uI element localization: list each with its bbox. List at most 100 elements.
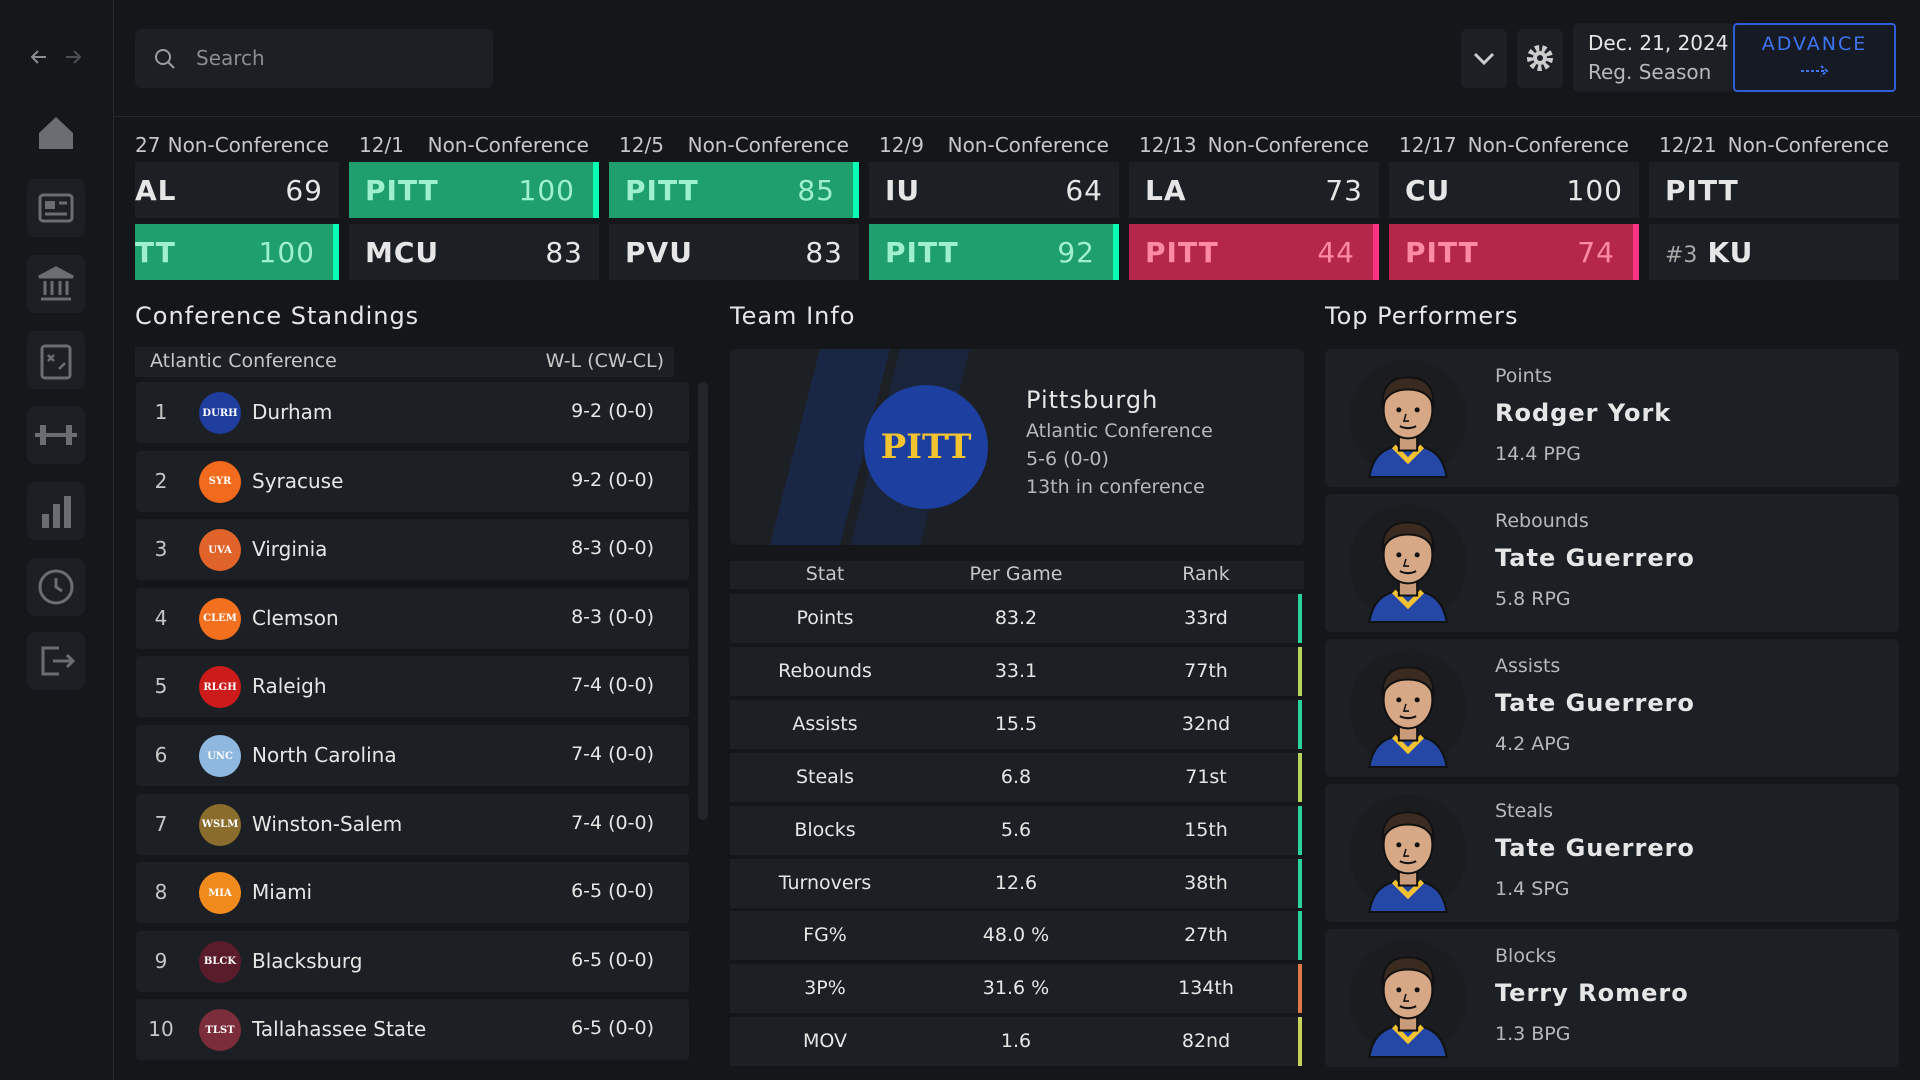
standings-row[interactable]: 1 DURH Durham 9-2 (0-0) xyxy=(136,382,689,443)
performer-card[interactable]: Blocks Terry Romero 1.3 BPG xyxy=(1325,929,1899,1067)
game-type: Non-Conference xyxy=(687,133,849,157)
stat-per-game: 33.1 xyxy=(994,659,1038,682)
performer-stat: 5.8 RPG xyxy=(1495,588,1571,610)
sidebar xyxy=(0,0,114,1080)
standings-row[interactable]: 8 MIA Miami 6-5 (0-0) xyxy=(136,862,689,924)
scrollbar[interactable] xyxy=(698,382,708,820)
team-row: TT 100 xyxy=(135,224,339,280)
rank-indicator xyxy=(1298,752,1302,802)
game-card[interactable]: 12/21 Non-Conference PITT #3 KU xyxy=(1649,132,1899,284)
team-label: PITT xyxy=(885,236,959,269)
date-box: Dec. 21, 2024 Reg. Season xyxy=(1573,23,1733,92)
team-label: PITT xyxy=(365,174,439,207)
stat-per-game: 83.2 xyxy=(994,607,1038,629)
stat-rank: 33rd xyxy=(1184,607,1228,629)
strategy-icon[interactable] xyxy=(27,331,85,389)
team-abbr: PITT xyxy=(885,235,959,269)
standings-row[interactable]: 4 CLEM Clemson 8-3 (0-0) xyxy=(136,587,689,649)
team-label: MCU xyxy=(365,236,439,269)
standings-row[interactable]: 9 BLCK Blacksburg 6-5 (0-0) xyxy=(136,930,689,992)
performer-card[interactable]: Steals Tate Guerrero 1.4 SPG xyxy=(1325,784,1899,922)
team-logo: UNC xyxy=(199,735,241,777)
game-card[interactable]: 12/9 Non-Conference IU 64 PITT 92 xyxy=(869,132,1119,284)
team-name: Virginia xyxy=(252,537,328,562)
game-date: 12/1 xyxy=(359,133,404,157)
news-icon[interactable] xyxy=(27,179,85,237)
search-box[interactable]: Search xyxy=(135,29,493,88)
game-card[interactable]: 27 Non-Conference AL 69 TT 100 xyxy=(135,132,339,284)
team-record: 7-4 (0-0) xyxy=(571,743,654,765)
standing-rank: 5 xyxy=(154,674,168,699)
column-header: Rank xyxy=(1182,563,1230,585)
stat-rank: 38th xyxy=(1184,871,1228,894)
stat-per-game: 1.6 xyxy=(1000,1030,1032,1053)
history-icon[interactable] xyxy=(27,558,85,616)
result-edge xyxy=(853,162,859,218)
team-label: AL xyxy=(135,174,177,207)
team-score: 83 xyxy=(805,235,843,269)
team-abbr: PITT xyxy=(1405,235,1479,269)
performer-card[interactable]: Rebounds Tate Guerrero 5.8 RPG xyxy=(1325,494,1899,632)
stats-icon[interactable] xyxy=(27,482,85,540)
stats-row: Points 83.2 33rd xyxy=(730,594,1302,643)
exit-icon[interactable] xyxy=(27,632,85,690)
rank-indicator xyxy=(1298,964,1302,1014)
game-card[interactable]: 12/5 Non-Conference PITT 85 PVU 83 xyxy=(609,132,859,284)
game-date: 12/5 xyxy=(619,133,664,157)
team-abbr: KU xyxy=(1707,235,1754,269)
team-abbr: PITT xyxy=(1145,235,1219,269)
result-edge xyxy=(593,162,599,218)
team-logo: DURH xyxy=(199,392,241,434)
game-card[interactable]: 12/13 Non-Conference LA 73 PITT 44 xyxy=(1129,132,1379,284)
standings-row[interactable]: 5 RLGH Raleigh 7-4 (0-0) xyxy=(136,656,689,718)
team-record: 9-2 (0-0) xyxy=(571,468,654,491)
performer-name: Tate Guerrero xyxy=(1495,834,1695,862)
team-row: CU 100 xyxy=(1389,162,1639,218)
home-icon[interactable] xyxy=(27,103,85,161)
standings-row[interactable]: 7 WSLM Winston-Salem 7-4 (0-0) xyxy=(136,793,689,855)
result-edge xyxy=(1373,224,1379,280)
team-name: Clemson xyxy=(252,605,339,630)
training-icon[interactable] xyxy=(27,406,85,464)
avatar-image xyxy=(1347,647,1469,769)
nav-arrows xyxy=(30,50,82,64)
conference-name: Atlantic Conference xyxy=(150,350,337,372)
section-title: Top Performers xyxy=(1325,302,1519,330)
stat-name: FG% xyxy=(803,924,847,947)
game-date: 12/17 xyxy=(1399,133,1457,157)
performer-name: Terry Romero xyxy=(1495,979,1689,1007)
game-header: 12/21 Non-Conference xyxy=(1649,132,1899,158)
team-label: PITT xyxy=(1145,236,1219,269)
performer-card[interactable]: Assists Tate Guerrero 4.2 APG xyxy=(1325,639,1899,777)
rank-indicator xyxy=(1298,646,1302,696)
team-row: #3 KU xyxy=(1649,224,1899,280)
stat-per-game: 12.6 xyxy=(994,871,1038,894)
school-icon[interactable] xyxy=(27,255,85,313)
advance-button[interactable]: ADVANCE xyxy=(1733,23,1896,92)
game-header: 12/5 Non-Conference xyxy=(609,132,859,158)
performer-name: Rodger York xyxy=(1495,399,1672,427)
performer-card[interactable]: Points Rodger York 14.4 PPG xyxy=(1325,349,1899,487)
team-record: 6-5 (0-0) xyxy=(571,1017,654,1040)
standings-row[interactable]: 3 UVA Virginia 8-3 (0-0) xyxy=(136,519,689,581)
standings-row[interactable]: 2 SYR Syracuse 9-2 (0-0) xyxy=(136,450,689,512)
team-row: PITT 100 xyxy=(349,162,599,218)
performer-category: Steals xyxy=(1495,800,1554,822)
standings-row[interactable]: 6 UNC North Carolina 7-4 (0-0) xyxy=(136,725,689,786)
stat-per-game: 6.8 xyxy=(1000,765,1032,788)
game-card[interactable]: 12/1 Non-Conference PITT 100 MCU 83 xyxy=(349,132,599,284)
standings-row[interactable]: 10 TLST Tallahassee State 6-5 (0-0) xyxy=(136,999,689,1061)
season-phase: Reg. Season xyxy=(1588,60,1712,84)
team-score: 73 xyxy=(1325,173,1363,207)
standing-rank: 8 xyxy=(154,880,168,905)
stat-name: Assists xyxy=(792,712,858,735)
standing-rank: 2 xyxy=(154,468,168,493)
dropdown-button[interactable] xyxy=(1461,29,1507,88)
team-label: PVU xyxy=(625,236,693,269)
team-row: IU 64 xyxy=(869,162,1119,218)
game-card[interactable]: 12/17 Non-Conference CU 100 PITT 74 xyxy=(1389,132,1639,284)
settings-button[interactable] xyxy=(1517,29,1563,88)
stats-row: Steals 6.8 71st xyxy=(730,752,1302,802)
standing-rank: 1 xyxy=(154,400,168,424)
